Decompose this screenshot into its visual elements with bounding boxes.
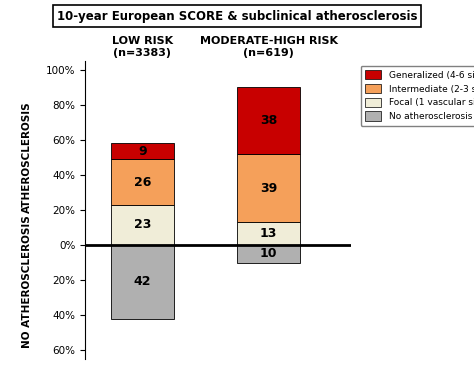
Text: 13: 13 <box>260 227 277 240</box>
Text: 39: 39 <box>260 182 277 195</box>
Text: 38: 38 <box>260 114 277 127</box>
Text: MODERATE-HIGH RISK
(n=619): MODERATE-HIGH RISK (n=619) <box>200 36 337 58</box>
Text: 10: 10 <box>260 248 277 261</box>
Text: NO ATHEROSCLEROSIS: NO ATHEROSCLEROSIS <box>22 215 32 348</box>
Text: 23: 23 <box>134 219 151 231</box>
Bar <box>237 245 300 263</box>
Bar <box>110 144 174 159</box>
Bar <box>110 205 174 245</box>
Bar <box>237 222 300 245</box>
Bar <box>110 245 174 319</box>
Bar <box>110 159 174 205</box>
Legend: Generalized (4-6 sites), Intermediate (2-3 sites), Focal (1 vascular site), No a: Generalized (4-6 sites), Intermediate (2… <box>361 66 474 126</box>
Text: ATHEROSCLEROSIS: ATHEROSCLEROSIS <box>22 102 32 213</box>
Bar <box>237 154 300 222</box>
Text: LOW RISK
(n=3383): LOW RISK (n=3383) <box>112 36 173 58</box>
Text: 42: 42 <box>134 275 151 288</box>
Text: 26: 26 <box>134 176 151 189</box>
Bar <box>237 87 300 154</box>
Text: 9: 9 <box>138 145 146 158</box>
Text: 10-year European SCORE & subclinical atherosclerosis: 10-year European SCORE & subclinical ath… <box>57 10 417 23</box>
